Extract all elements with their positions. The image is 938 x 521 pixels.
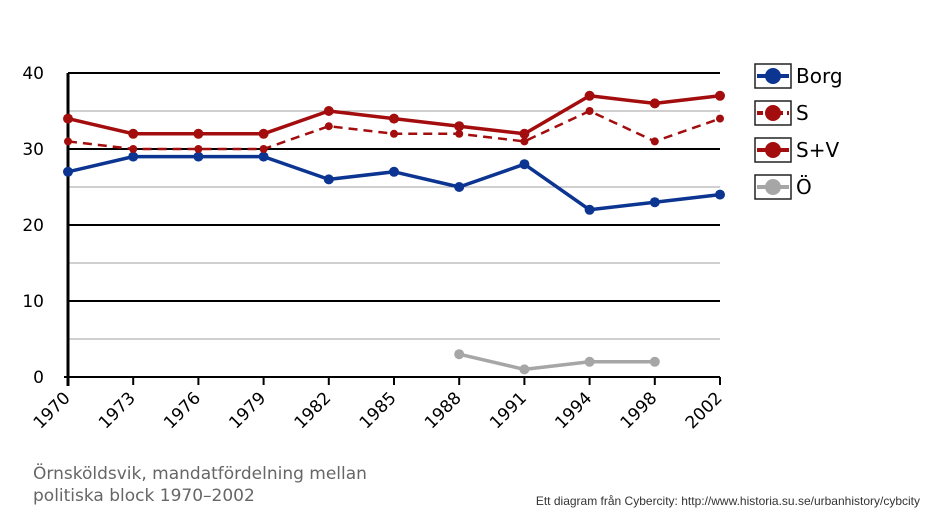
caption-line-2: politiska block 1970–2002 <box>33 486 255 506</box>
data-point-s <box>520 137 529 146</box>
caption-line-1: Örnsköldsvik, mandatfördelning mellan <box>33 464 367 484</box>
y-tick-label: 40 <box>22 64 44 84</box>
data-point-sv <box>584 90 595 101</box>
data-point-sv <box>649 98 660 109</box>
series-line-borg <box>67 154 721 212</box>
series-s <box>64 107 724 153</box>
x-tick-label: 1988 <box>421 388 466 433</box>
legend-swatch-marker <box>765 179 781 195</box>
data-point-borg <box>649 197 660 208</box>
series-group <box>63 90 725 375</box>
data-point-o <box>454 349 465 360</box>
series-line-o <box>458 352 655 372</box>
y-tick-label: 20 <box>22 216 44 236</box>
x-tick-label: 1985 <box>356 388 401 433</box>
axes <box>64 73 721 386</box>
x-tick-label: 1982 <box>291 388 336 433</box>
legend-label-borg: Borg <box>796 64 843 88</box>
data-point-o <box>519 364 530 375</box>
data-point-s <box>194 145 203 153</box>
y-tick-label: 10 <box>22 292 44 312</box>
x-tick-label: 1991 <box>486 388 531 433</box>
legend-item-o[interactable]: Ö <box>754 174 812 200</box>
legend-item-borg[interactable]: Borg <box>754 63 843 89</box>
series-o <box>454 349 660 375</box>
x-tick-label: 1970 <box>30 388 75 433</box>
data-point-sv <box>454 121 465 132</box>
x-tick-label: 1979 <box>225 388 270 433</box>
data-point-s <box>64 137 72 146</box>
y-tick-label: 30 <box>22 140 44 160</box>
data-point-borg <box>389 166 399 177</box>
chart-caption: Örnsköldsvik, mandatfördelning mellan po… <box>33 463 453 507</box>
source-credit[interactable]: Ett diagram från Cybercity: http://www.h… <box>535 494 920 508</box>
x-tick-label: 2002 <box>682 388 727 433</box>
data-point-borg <box>715 189 725 200</box>
x-tick-label: 1994 <box>551 388 596 433</box>
legend-label-s: S <box>796 101 809 125</box>
series-sv <box>63 90 725 139</box>
data-point-sv <box>519 128 530 139</box>
data-point-o <box>649 356 660 367</box>
data-point-s <box>390 129 398 138</box>
data-point-borg <box>323 174 334 185</box>
data-point-borg <box>454 182 465 192</box>
data-point-borg <box>128 151 139 162</box>
y-tick-label: 0 <box>33 368 44 388</box>
data-point-sv <box>193 128 204 139</box>
x-tick-label: 1976 <box>160 388 205 433</box>
x-tick-label: 1973 <box>95 388 140 433</box>
data-point-sv <box>715 90 725 101</box>
data-point-s <box>129 145 138 153</box>
data-point-s <box>585 107 594 115</box>
legend-swatch-marker <box>765 142 781 158</box>
data-point-borg <box>584 204 595 215</box>
data-point-sv <box>258 128 269 139</box>
series-borg <box>63 151 725 215</box>
legend-label-sv: S+V <box>796 138 839 162</box>
legend-item-sv[interactable]: S+V <box>754 137 839 163</box>
legend[interactable]: Borg S S+V Ö <box>754 63 843 200</box>
data-point-s <box>259 145 268 153</box>
data-point-s <box>650 137 659 146</box>
data-point-o <box>584 356 595 367</box>
data-point-borg <box>258 151 269 162</box>
data-point-sv <box>323 106 334 116</box>
data-point-borg <box>63 166 73 177</box>
legend-item-s[interactable]: S <box>754 100 809 126</box>
data-point-borg <box>193 151 204 162</box>
data-point-borg <box>519 159 530 170</box>
legend-swatch-marker <box>765 105 781 121</box>
x-tick-label: 1998 <box>617 388 662 433</box>
legend-label-o: Ö <box>796 175 812 199</box>
legend-swatch-marker <box>765 68 781 84</box>
data-point-sv <box>128 128 139 139</box>
data-point-sv <box>389 113 399 124</box>
data-point-s <box>455 129 464 138</box>
data-point-s <box>716 114 724 123</box>
data-point-s <box>324 122 333 131</box>
data-point-sv <box>63 113 73 124</box>
